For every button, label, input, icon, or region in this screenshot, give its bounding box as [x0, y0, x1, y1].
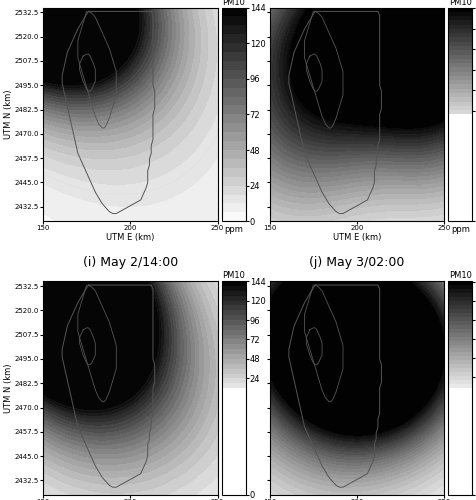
Title: PM10: PM10: [448, 272, 471, 280]
Y-axis label: UTM N (km): UTM N (km): [4, 90, 13, 139]
X-axis label: UTM E (km): UTM E (km): [332, 233, 380, 242]
X-axis label: UTM E (km): UTM E (km): [106, 233, 154, 242]
Text: ppm: ppm: [224, 498, 243, 500]
Title: PM10: PM10: [222, 272, 245, 280]
Text: (j) May 3/02:00: (j) May 3/02:00: [308, 256, 404, 268]
Text: ppm: ppm: [224, 225, 243, 234]
Title: PM10: PM10: [448, 0, 471, 6]
Title: PM10: PM10: [222, 0, 245, 6]
Text: ppm: ppm: [450, 225, 469, 234]
Y-axis label: UTM N (km): UTM N (km): [4, 364, 13, 413]
Text: ppm: ppm: [450, 498, 469, 500]
Text: (i) May 2/14:00: (i) May 2/14:00: [82, 256, 178, 268]
